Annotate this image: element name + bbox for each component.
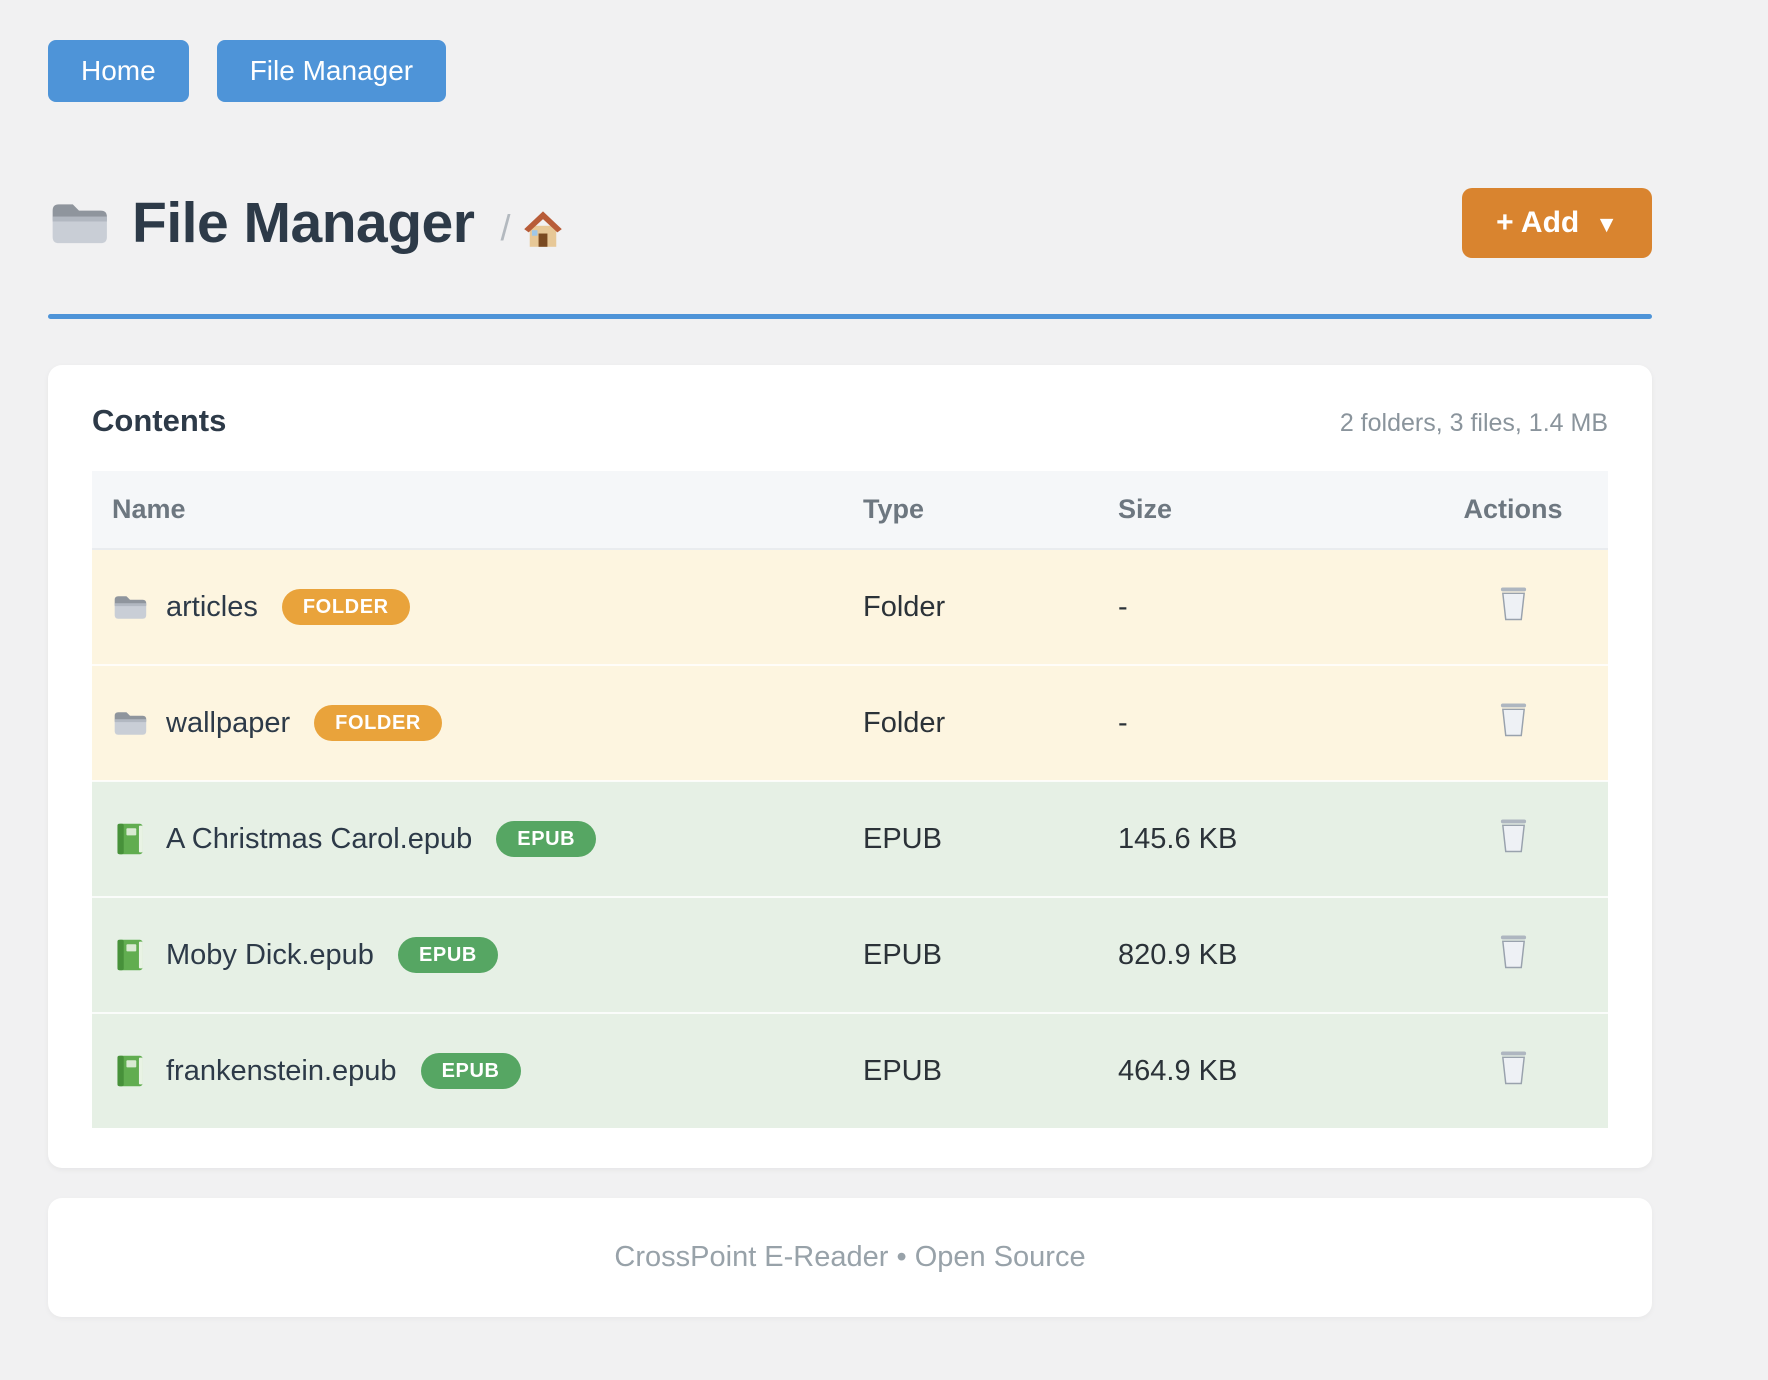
file-type-cell: EPUB xyxy=(843,780,1098,897)
file-name-link[interactable]: Moby Dick.epub xyxy=(166,938,374,971)
table-row: frankenstein.epub EPUB EPUB 464.9 KB xyxy=(92,1012,1608,1128)
trash-icon xyxy=(1497,816,1530,854)
delete-button[interactable] xyxy=(1497,1048,1530,1089)
home-icon[interactable] xyxy=(520,207,566,249)
top-nav: Home File Manager xyxy=(48,40,1652,102)
file-actions-cell xyxy=(1418,549,1608,665)
folder-icon xyxy=(112,590,148,624)
file-name-link[interactable]: A Christmas Carol.epub xyxy=(166,822,473,855)
header-divider xyxy=(48,314,1652,319)
page-title: File Manager xyxy=(132,191,475,255)
title-wrap: File Manager / xyxy=(48,190,566,256)
trash-icon xyxy=(1497,700,1530,738)
file-type-cell: EPUB xyxy=(843,896,1098,1013)
file-size-cell: - xyxy=(1098,549,1418,665)
file-name-cell: frankenstein.epub EPUB xyxy=(92,1012,843,1128)
col-header-type: Type xyxy=(843,471,1098,550)
file-type-cell: Folder xyxy=(843,664,1098,781)
book-icon xyxy=(112,822,148,856)
file-name-link[interactable]: frankenstein.epub xyxy=(166,1054,397,1087)
footer-text: CrossPoint E-Reader • Open Source xyxy=(614,1241,1086,1273)
trash-icon xyxy=(1497,584,1530,622)
trash-icon xyxy=(1497,932,1530,970)
delete-button[interactable] xyxy=(1497,932,1530,973)
file-actions-cell xyxy=(1418,1012,1608,1128)
page: Home File Manager File Manager / + Add ▼… xyxy=(48,40,1652,1317)
file-type-cell: EPUB xyxy=(843,1012,1098,1128)
trash-icon xyxy=(1497,1048,1530,1086)
page-header: File Manager / + Add ▼ xyxy=(48,188,1652,258)
add-button-label: + Add xyxy=(1496,206,1580,239)
file-type-badge: EPUB xyxy=(397,937,498,973)
nav-home-button[interactable]: Home xyxy=(48,40,189,102)
contents-card: Contents 2 folders, 3 files, 1.4 MB Name… xyxy=(48,365,1652,1168)
file-type-cell: Folder xyxy=(843,549,1098,665)
table-row: Moby Dick.epub EPUB EPUB 820.9 KB xyxy=(92,896,1608,1013)
file-type-badge: FOLDER xyxy=(314,705,442,741)
delete-button[interactable] xyxy=(1497,700,1530,741)
book-icon xyxy=(112,938,148,972)
book-icon xyxy=(112,1054,148,1088)
file-actions-cell xyxy=(1418,780,1608,897)
file-actions-cell xyxy=(1418,896,1608,1013)
file-name-cell: Moby Dick.epub EPUB xyxy=(92,896,843,1013)
table-row: wallpaper FOLDER Folder - xyxy=(92,664,1608,781)
contents-card-header: Contents 2 folders, 3 files, 1.4 MB xyxy=(92,403,1608,439)
file-type-badge: EPUB xyxy=(420,1053,521,1089)
file-name-cell: articles FOLDER xyxy=(92,549,843,665)
col-header-name: Name xyxy=(92,471,843,550)
file-name-link[interactable]: wallpaper xyxy=(166,706,291,739)
file-size-cell: 820.9 KB xyxy=(1098,896,1418,1013)
col-header-actions: Actions xyxy=(1418,471,1608,550)
contents-title: Contents xyxy=(92,403,227,438)
file-table: Name Type Size Actions articles FOLDER F… xyxy=(92,471,1608,1128)
file-size-cell: 145.6 KB xyxy=(1098,780,1418,897)
file-type-badge: EPUB xyxy=(496,821,597,857)
delete-button[interactable] xyxy=(1497,816,1530,857)
col-header-size: Size xyxy=(1098,471,1418,550)
chevron-down-icon: ▼ xyxy=(1595,210,1618,237)
file-name-link[interactable]: articles xyxy=(166,590,258,623)
file-name-cell: wallpaper FOLDER xyxy=(92,664,843,781)
delete-button[interactable] xyxy=(1497,584,1530,625)
contents-summary: 2 folders, 3 files, 1.4 MB xyxy=(1339,409,1608,437)
nav-file-manager-button[interactable]: File Manager xyxy=(216,40,447,102)
breadcrumb-separator: / xyxy=(500,207,511,248)
file-type-badge: FOLDER xyxy=(281,589,410,625)
folder-icon xyxy=(48,196,110,250)
folder-icon xyxy=(112,706,148,740)
footer: CrossPoint E-Reader • Open Source xyxy=(48,1198,1652,1317)
table-row: A Christmas Carol.epub EPUB EPUB 145.6 K… xyxy=(92,780,1608,897)
file-size-cell: - xyxy=(1098,664,1418,781)
file-name-cell: A Christmas Carol.epub EPUB xyxy=(92,780,843,897)
table-row: articles FOLDER Folder - xyxy=(92,549,1608,665)
file-actions-cell xyxy=(1418,664,1608,781)
table-header-row: Name Type Size Actions xyxy=(92,471,1608,550)
add-button[interactable]: + Add ▼ xyxy=(1462,188,1652,258)
file-size-cell: 464.9 KB xyxy=(1098,1012,1418,1128)
